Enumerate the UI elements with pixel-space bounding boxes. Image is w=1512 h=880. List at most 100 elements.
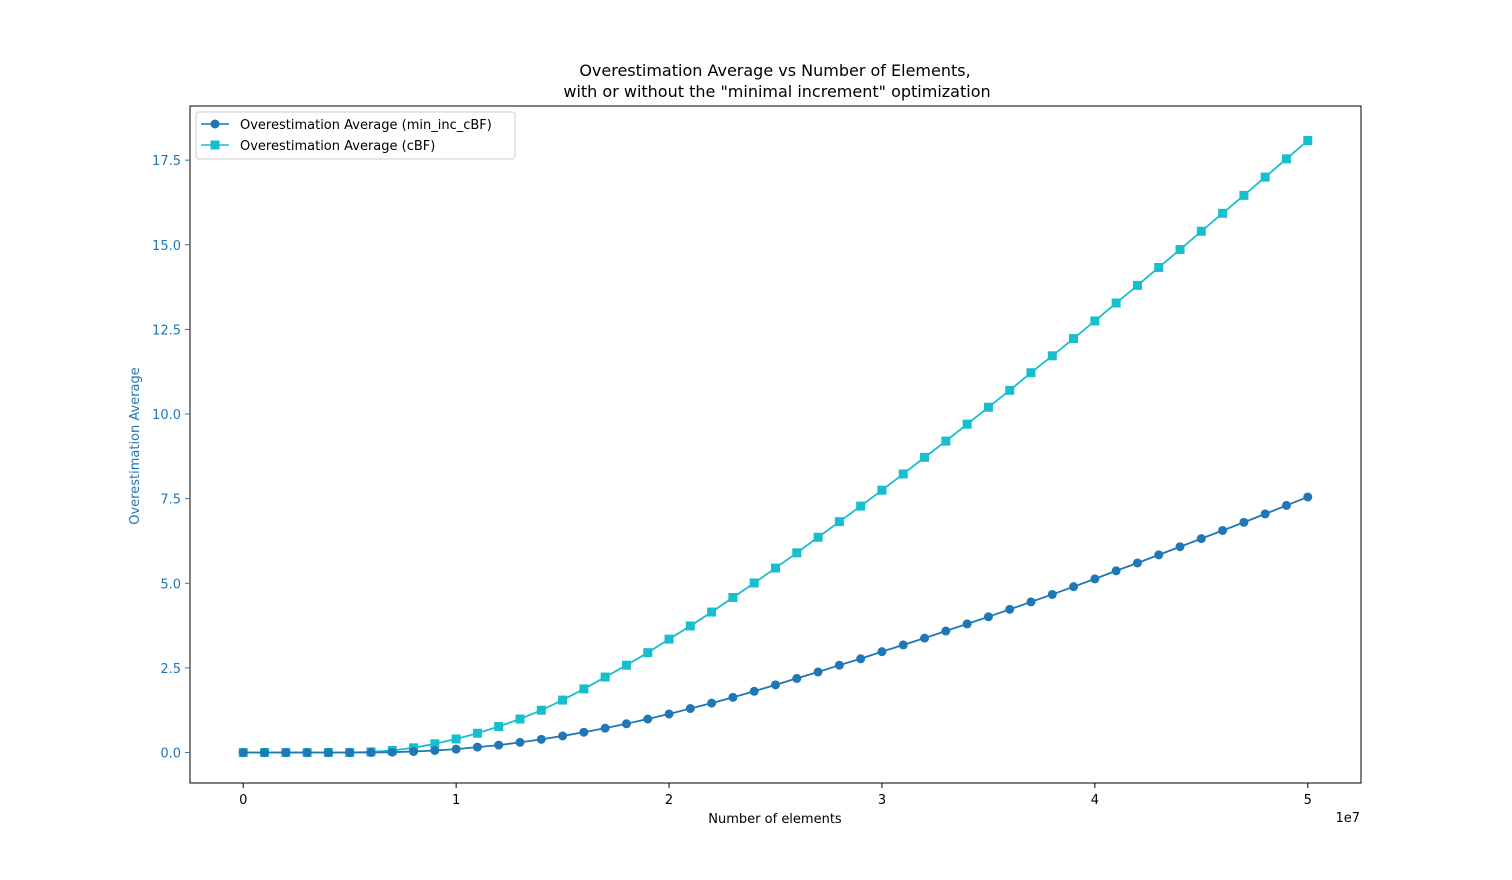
data-point-cbf [1090, 316, 1100, 326]
data-point-min-inc-cbf [1239, 517, 1249, 527]
y-tick-label: 15.0 [152, 239, 181, 254]
series-line-min-inc-cbf [243, 496, 1309, 754]
data-point-min-inc-cbf [430, 746, 440, 756]
data-point-cbf [1154, 262, 1164, 272]
chart-title: Overestimation Average vs Number of Elem… [579, 61, 970, 80]
data-point-cbf [813, 532, 823, 542]
data-point-min-inc-cbf [472, 742, 482, 752]
data-point-cbf [536, 705, 546, 715]
data-point-cbf [941, 436, 951, 446]
y-axis-label: Overestimation Average [128, 367, 143, 525]
data-point-cbf [1047, 351, 1057, 361]
chart-subtitle: with or without the "minimal increment" … [563, 82, 990, 101]
data-point-cbf [515, 714, 525, 724]
data-point-cbf [771, 563, 780, 573]
data-point-cbf [877, 485, 887, 495]
data-point-min-inc-cbf [387, 747, 397, 757]
x-axis-ticks: 0 1 2 3 4 5 [239, 783, 1312, 808]
data-point-cbf [983, 402, 993, 412]
data-point-min-inc-cbf [238, 748, 248, 758]
data-point-min-inc-cbf [1154, 550, 1164, 560]
data-point-min-inc-cbf [1132, 558, 1142, 568]
data-point-cbf [1260, 172, 1270, 182]
x-tick-label: 2 [665, 793, 673, 808]
x-tick-label: 3 [878, 793, 886, 808]
legend: Overestimation Average (min_inc_cBF) Ove… [195, 111, 516, 160]
data-point-cbf [1005, 385, 1015, 395]
data-point-min-inc-cbf [920, 633, 930, 643]
data-point-min-inc-cbf [260, 748, 270, 758]
legend-label-cbf: Overestimation Average (cBF) [240, 139, 435, 154]
data-point-cbf [1111, 298, 1121, 308]
data-point-min-inc-cbf [409, 747, 419, 757]
data-point-min-inc-cbf [1196, 534, 1206, 544]
data-point-min-inc-cbf [302, 748, 312, 758]
data-point-min-inc-cbf [962, 619, 972, 629]
data-point-min-inc-cbf [877, 647, 887, 657]
data-point-min-inc-cbf [664, 709, 674, 719]
y-tick-label: 10.0 [152, 408, 181, 423]
data-point-min-inc-cbf [621, 719, 631, 729]
data-point-cbf [1239, 190, 1249, 200]
y-tick-label: 5.0 [160, 577, 181, 592]
data-point-min-inc-cbf [983, 612, 993, 622]
y-tick-label: 0.0 [160, 747, 181, 762]
x-axis-offset-label: 1e7 [1335, 811, 1360, 826]
data-point-cbf [1069, 334, 1079, 344]
data-point-cbf [1218, 208, 1228, 218]
data-point-min-inc-cbf [1281, 500, 1291, 510]
data-point-min-inc-cbf [515, 737, 525, 747]
data-point-cbf [430, 739, 440, 749]
data-point-cbf [898, 469, 908, 479]
data-point-min-inc-cbf [1260, 509, 1270, 519]
data-point-min-inc-cbf [536, 734, 546, 744]
data-point-min-inc-cbf [707, 698, 717, 708]
data-point-cbf [579, 684, 589, 694]
data-point-min-inc-cbf [494, 740, 504, 750]
data-point-cbf [1132, 280, 1142, 290]
data-point-cbf [792, 548, 802, 558]
data-point-min-inc-cbf [558, 731, 568, 741]
x-tick-label: 4 [1091, 793, 1099, 808]
data-point-min-inc-cbf [643, 714, 653, 724]
legend-marker-square-icon [210, 140, 220, 150]
data-point-min-inc-cbf [898, 640, 908, 650]
data-point-min-inc-cbf [771, 680, 780, 690]
data-point-min-inc-cbf [345, 748, 355, 758]
legend-box [195, 111, 516, 160]
legend-marker-circle-icon [210, 119, 220, 129]
data-point-min-inc-cbf [1175, 542, 1185, 552]
y-axis-ticks: 0.0 2.5 5.0 7.5 10.0 12.5 15.0 17.5 [152, 154, 190, 762]
data-point-min-inc-cbf [1026, 597, 1036, 607]
data-point-cbf [558, 695, 568, 705]
data-point-cbf [707, 607, 717, 617]
y-tick-label: 17.5 [152, 154, 181, 169]
data-point-min-inc-cbf [451, 744, 461, 754]
data-point-cbf [920, 452, 930, 462]
data-point-cbf [1196, 226, 1206, 236]
y-tick-label: 12.5 [152, 323, 181, 338]
data-point-cbf [856, 501, 866, 511]
data-point-min-inc-cbf [856, 654, 866, 664]
legend-label-min-inc-cbf: Overestimation Average (min_inc_cBF) [240, 118, 492, 133]
series-line-cbf [243, 139, 1309, 754]
x-tick-label: 5 [1304, 793, 1312, 808]
data-point-cbf [685, 621, 695, 631]
data-point-cbf [728, 593, 738, 603]
y-tick-label: 7.5 [160, 493, 181, 508]
data-point-cbf [494, 721, 504, 731]
data-point-cbf [621, 660, 631, 670]
series-layer [238, 136, 1313, 758]
data-point-min-inc-cbf [792, 673, 802, 683]
data-point-cbf [600, 672, 610, 682]
data-point-cbf [1175, 245, 1185, 255]
data-point-min-inc-cbf [834, 660, 844, 670]
x-tick-label: 1 [452, 793, 460, 808]
data-point-min-inc-cbf [323, 748, 333, 758]
data-point-min-inc-cbf [1047, 589, 1057, 599]
data-point-cbf [472, 728, 482, 738]
data-point-min-inc-cbf [600, 723, 610, 733]
data-point-min-inc-cbf [366, 748, 376, 758]
